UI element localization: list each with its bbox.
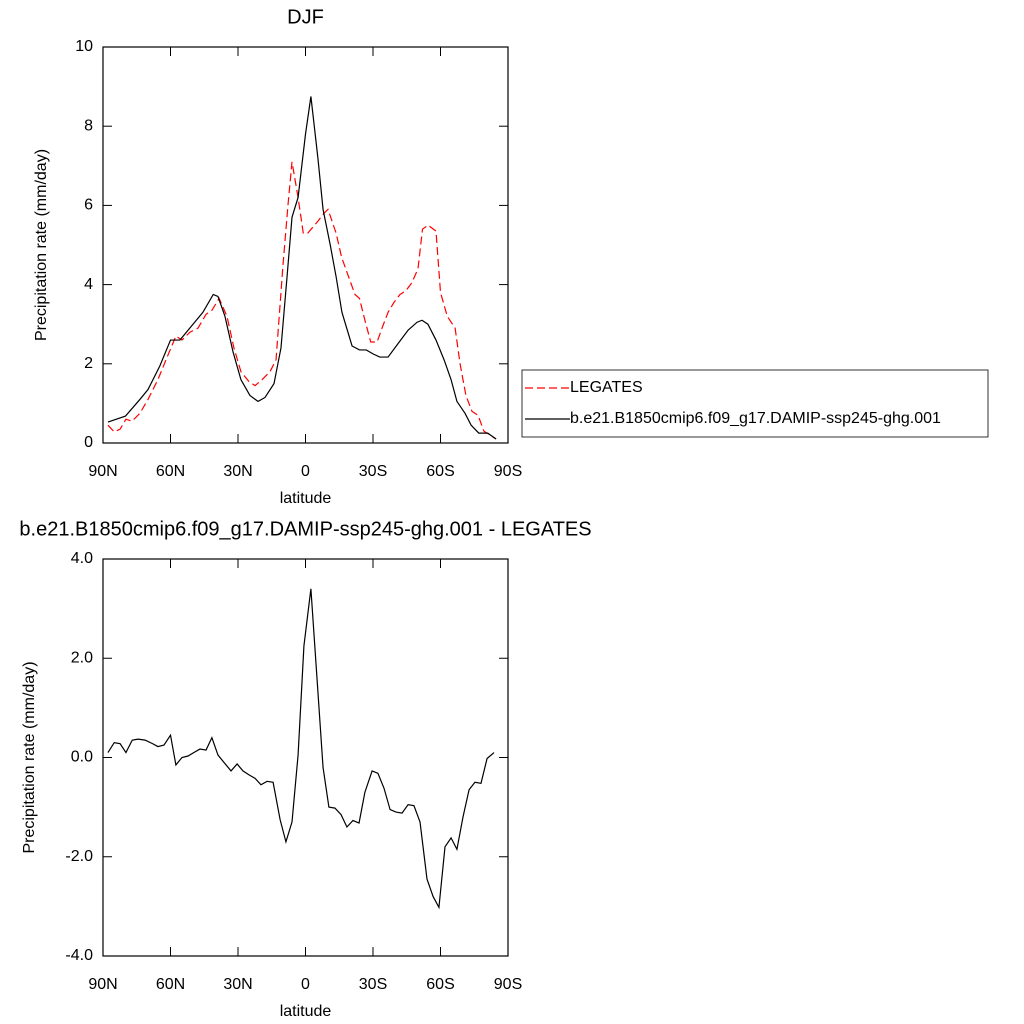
y-tick-label: 2.0 [71,649,93,666]
y-tick-label: -4.0 [65,947,93,964]
y-axis-label: Precipitation rate (mm/day) [33,149,50,341]
x-tick-label: 90N [88,976,117,993]
x-tick-label: 60N [156,463,185,480]
x-tick-label: 60S [426,463,454,480]
y-tick-label: 0.0 [71,749,93,766]
y-tick-label: 4.0 [71,550,93,567]
data-line [107,96,497,440]
y-tick-label: -2.0 [65,848,93,865]
x-tick-label: 30N [223,463,252,480]
plot-frame [102,46,509,444]
y-tick-label: 6 [84,197,93,214]
y-tick-label: 4 [84,276,93,293]
legend-label: LEGATES [570,379,643,396]
x-tick-label: 0 [301,463,310,480]
x-tick-label: 30N [223,976,252,993]
x-tick-label: 60N [156,976,185,993]
x-tick-label: 90S [494,976,522,993]
x-axis-label: latitude [280,490,332,507]
x-tick-label: 30S [359,976,387,993]
y-axis-label: Precipitation rate (mm/day) [21,661,38,853]
x-axis-label: latitude [280,1003,332,1020]
data-line [107,161,497,440]
y-tick-label: 10 [75,38,93,55]
legend-label: b.e21.B1850cmip6.f09_g17.DAMIP-ssp245-gh… [570,410,941,427]
y-tick-label: 0 [84,434,93,451]
chart-title: DJF [287,6,324,28]
x-tick-label: 30S [359,463,387,480]
x-tick-label: 90S [494,463,522,480]
plot-frame [102,558,509,957]
y-tick-label: 8 [84,117,93,134]
x-tick-label: 60S [426,976,454,993]
data-line [107,588,495,910]
x-tick-label: 0 [301,976,310,993]
chart-title: b.e21.B1850cmip6.f09_g17.DAMIP-ssp245-gh… [19,518,591,540]
legend-box [521,369,989,438]
x-tick-label: 90N [88,463,117,480]
y-tick-label: 2 [84,355,93,372]
